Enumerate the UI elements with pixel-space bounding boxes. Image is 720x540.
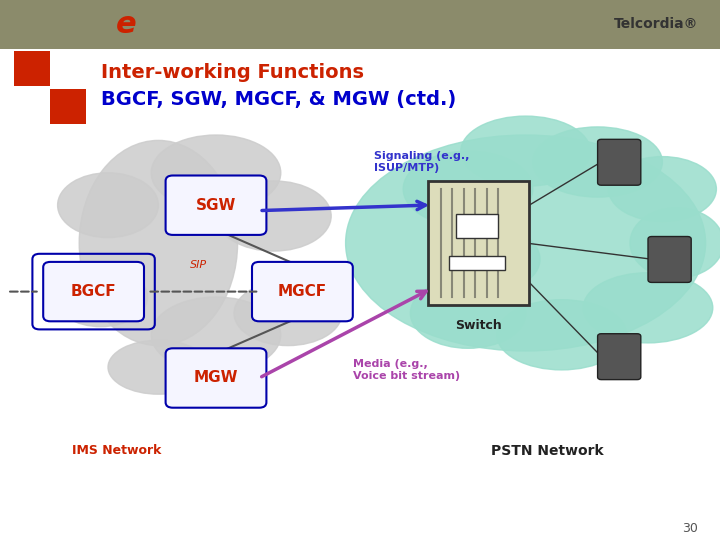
Text: SGW: SGW	[196, 198, 236, 213]
Text: Switch: Switch	[456, 319, 502, 332]
Ellipse shape	[216, 181, 331, 251]
Text: MGW: MGW	[194, 370, 238, 386]
FancyBboxPatch shape	[14, 89, 50, 124]
Ellipse shape	[403, 151, 533, 227]
Text: Media (e.g.,
Voice bit stream): Media (e.g., Voice bit stream)	[353, 359, 460, 381]
Text: SIP: SIP	[189, 260, 207, 270]
Ellipse shape	[461, 116, 590, 186]
FancyBboxPatch shape	[456, 214, 498, 238]
Text: BGCF, SGW, MGCF, & MGW (ctd.): BGCF, SGW, MGCF, & MGW (ctd.)	[101, 90, 456, 110]
FancyBboxPatch shape	[648, 237, 691, 282]
Text: Inter-working Functions: Inter-working Functions	[101, 63, 364, 83]
FancyBboxPatch shape	[50, 89, 86, 124]
Ellipse shape	[58, 173, 158, 238]
Text: MGCF: MGCF	[278, 284, 327, 299]
Ellipse shape	[630, 208, 720, 278]
FancyBboxPatch shape	[598, 334, 641, 380]
Text: PSTN Network: PSTN Network	[491, 444, 603, 458]
Ellipse shape	[108, 340, 209, 394]
FancyBboxPatch shape	[598, 139, 641, 185]
Ellipse shape	[346, 135, 706, 351]
FancyBboxPatch shape	[166, 348, 266, 408]
Ellipse shape	[79, 140, 238, 346]
FancyBboxPatch shape	[0, 0, 720, 49]
Text: BGCF: BGCF	[71, 284, 117, 299]
Ellipse shape	[151, 135, 281, 211]
Ellipse shape	[54, 267, 148, 327]
FancyBboxPatch shape	[252, 262, 353, 321]
Ellipse shape	[439, 227, 540, 292]
FancyBboxPatch shape	[43, 262, 144, 321]
Text: e: e	[116, 10, 136, 39]
Ellipse shape	[533, 127, 662, 197]
Ellipse shape	[497, 300, 626, 370]
Ellipse shape	[234, 281, 342, 346]
FancyBboxPatch shape	[50, 51, 86, 86]
FancyBboxPatch shape	[166, 176, 266, 235]
Ellipse shape	[410, 278, 526, 348]
FancyBboxPatch shape	[428, 181, 529, 305]
Text: Telcordia®: Telcordia®	[614, 17, 698, 31]
FancyBboxPatch shape	[14, 51, 50, 86]
Ellipse shape	[608, 157, 716, 221]
Text: IMS Network: IMS Network	[72, 444, 161, 457]
FancyBboxPatch shape	[449, 256, 505, 270]
Text: 30: 30	[683, 522, 698, 535]
Text: Signaling (e.g.,
ISUP/MTP): Signaling (e.g., ISUP/MTP)	[374, 151, 469, 173]
Ellipse shape	[583, 273, 713, 343]
Ellipse shape	[151, 297, 281, 373]
